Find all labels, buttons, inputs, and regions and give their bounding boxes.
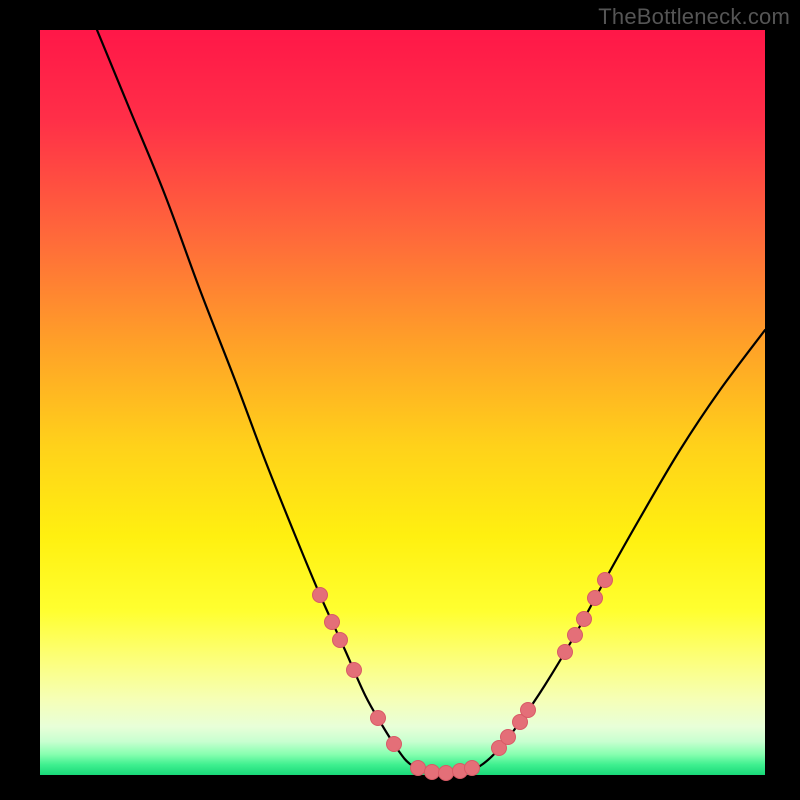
data-marker (588, 591, 603, 606)
data-marker (325, 615, 340, 630)
chart-stage: TheBottleneck.com (0, 0, 800, 800)
data-marker (347, 663, 362, 678)
data-marker (501, 730, 516, 745)
data-marker (465, 761, 480, 776)
data-marker (411, 761, 426, 776)
data-marker (333, 633, 348, 648)
data-marker (598, 573, 613, 588)
data-marker (425, 765, 440, 780)
data-marker (558, 645, 573, 660)
data-marker (387, 737, 402, 752)
data-marker (568, 628, 583, 643)
data-marker (577, 612, 592, 627)
data-marker (313, 588, 328, 603)
plot-area (40, 30, 765, 775)
data-marker (439, 766, 454, 781)
data-marker (521, 703, 536, 718)
watermark-text: TheBottleneck.com (598, 4, 790, 30)
data-marker (371, 711, 386, 726)
chart-svg (0, 0, 800, 800)
